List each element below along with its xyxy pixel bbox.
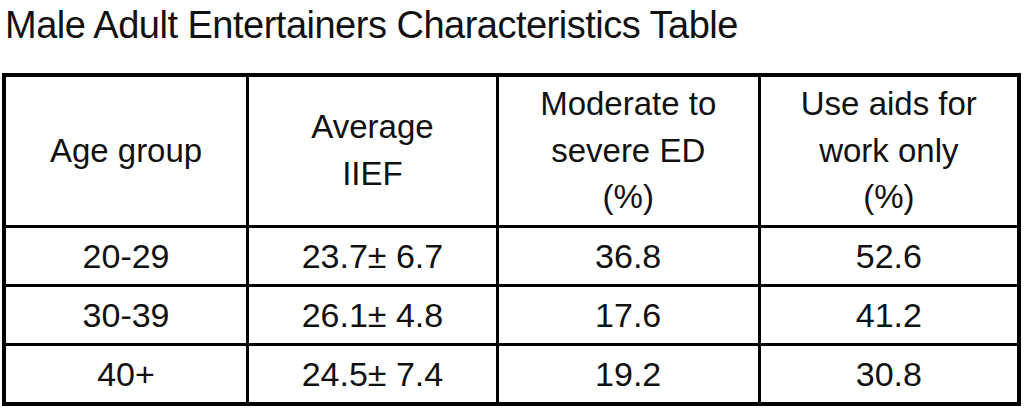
characteristics-table: Age group Average IIEF Moderate to sever… (2, 73, 1021, 406)
cell-use-aids-work-only: 30.8 (759, 345, 1019, 405)
table-row: 20-29 23.7± 6.7 36.8 52.6 (4, 227, 1019, 286)
cell-use-aids-work-only: 41.2 (759, 286, 1019, 345)
cell-average-iief: 23.7± 6.7 (248, 227, 498, 286)
column-header-use-aids-work-only: Use aids for work only (%) (759, 75, 1019, 227)
cell-moderate-severe-ed: 19.2 (497, 345, 759, 405)
cell-moderate-severe-ed: 17.6 (497, 286, 759, 345)
cell-moderate-severe-ed: 36.8 (497, 227, 759, 286)
column-header-average-iief: Average IIEF (248, 75, 498, 227)
cell-age-group: 20-29 (4, 227, 248, 286)
table-row: 40+ 24.5± 7.4 19.2 30.8 (4, 345, 1019, 405)
cell-average-iief: 26.1± 4.8 (248, 286, 498, 345)
column-header-moderate-severe-ed: Moderate to severe ED (%) (497, 75, 759, 227)
cell-use-aids-work-only: 52.6 (759, 227, 1019, 286)
cell-age-group: 40+ (4, 345, 248, 405)
table-header-row: Age group Average IIEF Moderate to sever… (4, 75, 1019, 227)
cell-age-group: 30-39 (4, 286, 248, 345)
page-title: Male Adult Entertainers Characteristics … (0, 0, 1024, 48)
table-row: 30-39 26.1± 4.8 17.6 41.2 (4, 286, 1019, 345)
page: Male Adult Entertainers Characteristics … (0, 0, 1024, 406)
column-header-age-group: Age group (4, 75, 248, 227)
cell-average-iief: 24.5± 7.4 (248, 345, 498, 405)
